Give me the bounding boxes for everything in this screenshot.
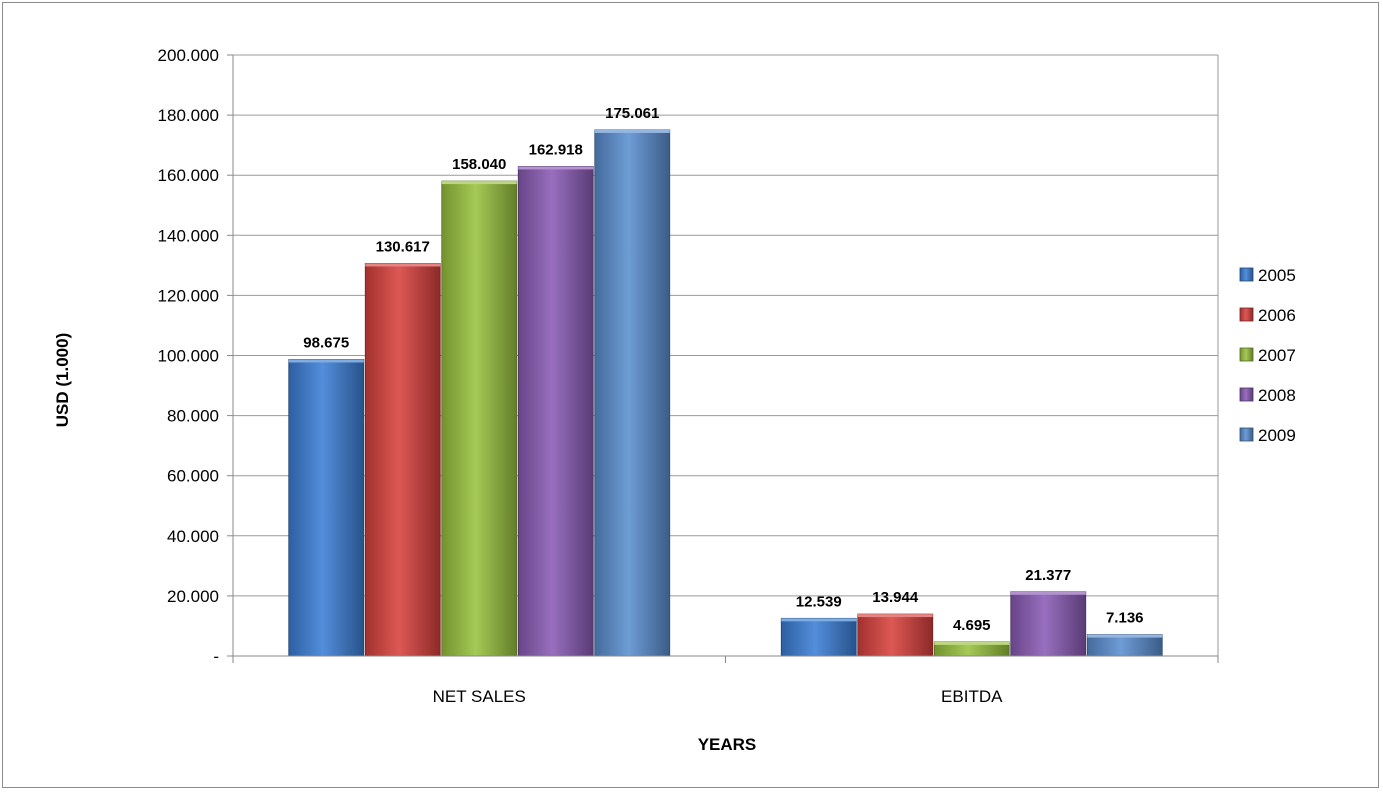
y-tick-label: 140.000 bbox=[158, 226, 219, 245]
bar-highlight bbox=[857, 614, 933, 618]
y-tick-label: 60.000 bbox=[167, 467, 219, 486]
x-category-label: NET SALES bbox=[433, 687, 526, 706]
y-tick-label: 20.000 bbox=[167, 587, 219, 606]
bar-2006-ebitda bbox=[857, 613, 934, 657]
bar-2007-net-sales bbox=[441, 180, 518, 657]
data-label: 7.136 bbox=[1106, 610, 1144, 627]
legend-swatch-2009 bbox=[1239, 427, 1254, 442]
legend-swatch-2005 bbox=[1239, 267, 1254, 282]
y-tick-label: 200.000 bbox=[158, 46, 219, 65]
bar-2006-net-sales bbox=[364, 263, 441, 657]
legend-label-2007: 2007 bbox=[1258, 346, 1296, 365]
bar-highlight bbox=[365, 263, 441, 267]
bar-2005-ebitda bbox=[780, 617, 857, 657]
bar-highlight bbox=[781, 618, 857, 622]
data-label: 175.061 bbox=[605, 105, 659, 122]
data-label: 130.617 bbox=[376, 238, 430, 255]
y-tick-label: 120.000 bbox=[158, 286, 219, 305]
data-label: 98.675 bbox=[303, 334, 349, 351]
x-axis-title: YEARS bbox=[698, 735, 757, 754]
axes: - 20.000 40.000 60.000 80.000 100.000 120.000 1… bbox=[158, 46, 1219, 706]
bars bbox=[288, 129, 1163, 657]
legend-label-2009: 2009 bbox=[1258, 426, 1296, 445]
bar-2008-ebitda bbox=[1010, 591, 1087, 657]
legend-swatch-2008 bbox=[1239, 387, 1254, 402]
data-label: 158.040 bbox=[452, 156, 506, 173]
y-tick-label: 100.000 bbox=[158, 347, 219, 366]
x-category-label: EBITDA bbox=[941, 687, 1003, 706]
bar-highlight bbox=[441, 181, 517, 185]
data-labels: 98.675 130.617 158.040 162.918 175.061 12.539… bbox=[303, 105, 1143, 634]
legend-label-2005: 2005 bbox=[1258, 266, 1296, 285]
bar-2005-net-sales bbox=[288, 359, 365, 657]
y-tick-label: 80.000 bbox=[167, 407, 219, 426]
bar-2008-net-sales bbox=[517, 166, 594, 657]
y-tick-label: 180.000 bbox=[158, 106, 219, 125]
bar-highlight bbox=[1087, 634, 1163, 638]
legend-swatch-2007 bbox=[1239, 347, 1254, 362]
data-label: 13.944 bbox=[872, 589, 919, 606]
data-label: 162.918 bbox=[529, 141, 583, 158]
bar-2009-ebitda bbox=[1086, 634, 1163, 657]
y-tick-label: - bbox=[213, 647, 219, 666]
legend-swatch-2006 bbox=[1239, 307, 1254, 322]
bar-highlight bbox=[288, 359, 364, 363]
bar-highlight bbox=[518, 166, 594, 170]
legend-label-2008: 2008 bbox=[1258, 386, 1296, 405]
bar-highlight bbox=[594, 129, 670, 133]
legend-label-2006: 2006 bbox=[1258, 306, 1296, 325]
data-label: 12.539 bbox=[796, 593, 842, 610]
bar-highlight bbox=[934, 641, 1010, 645]
bar-2009-net-sales bbox=[594, 129, 671, 657]
y-axis-title: USD (1.000) bbox=[53, 333, 72, 427]
data-label: 21.377 bbox=[1025, 567, 1071, 584]
legend: 2005 2006 2007 2008 2009 bbox=[1239, 266, 1296, 445]
bar-highlight bbox=[1010, 591, 1086, 595]
data-label: 4.695 bbox=[953, 617, 991, 634]
y-tick-label: 160.000 bbox=[158, 166, 219, 185]
y-tick-label: 40.000 bbox=[167, 527, 219, 546]
